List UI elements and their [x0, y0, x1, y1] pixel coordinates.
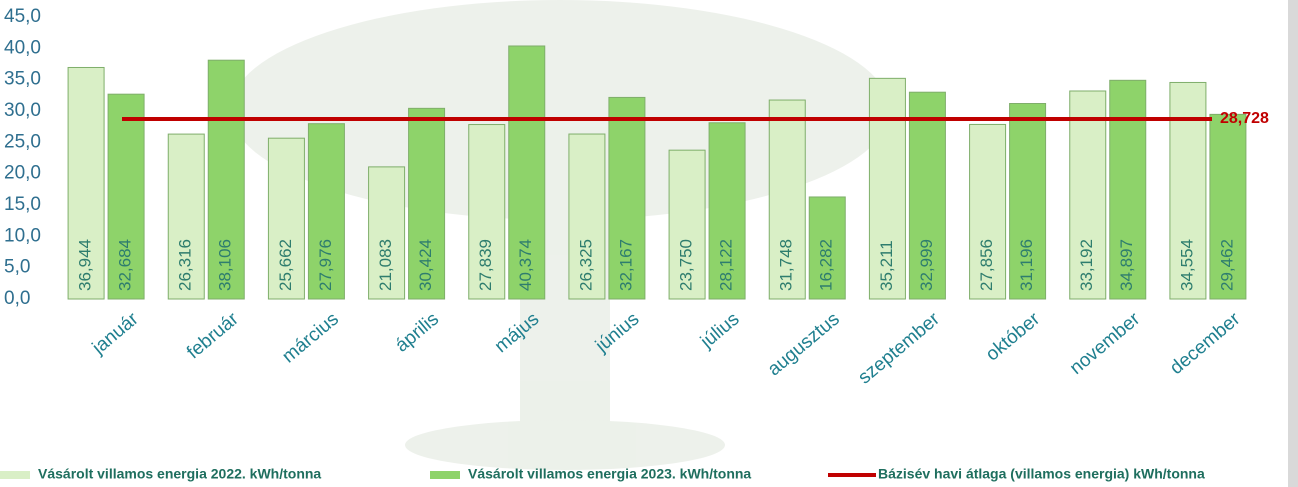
value-label: 28,728 [1220, 110, 1269, 127]
y-tick-label: 25,0 [4, 131, 41, 152]
legend-swatch [430, 471, 460, 479]
bar [668, 149, 706, 300]
value-label: 21,083 [376, 239, 395, 291]
y-tick-label: 30,0 [4, 100, 41, 121]
y-tick-label: 20,0 [4, 163, 41, 184]
value-label: 34,897 [1117, 239, 1136, 291]
bar [868, 77, 906, 300]
x-tick-label: március [278, 309, 342, 368]
x-tick-label: augusztus [764, 309, 844, 381]
x-tick-label: november [1066, 308, 1145, 379]
x-tick-label: október [982, 308, 1045, 365]
bar [207, 59, 245, 300]
value-label: 29,462 [1217, 239, 1236, 291]
y-tick-label: 5,0 [4, 257, 30, 278]
bar [307, 123, 345, 300]
x-tick-label: február [183, 308, 243, 363]
bar [969, 123, 1007, 300]
bar [1209, 113, 1247, 300]
value-label: 23,750 [677, 239, 696, 291]
value-label: 33,192 [1077, 239, 1096, 291]
bar [167, 133, 205, 300]
value-label: 16,282 [817, 239, 836, 291]
bar [67, 66, 105, 300]
value-label: 28,122 [717, 239, 736, 291]
value-label: 38,106 [216, 239, 235, 291]
bar [468, 124, 506, 300]
bar [808, 196, 846, 300]
value-label: 31,748 [777, 239, 796, 291]
bar [408, 107, 446, 300]
value-label: 36,944 [76, 239, 95, 291]
value-label: 31,196 [1017, 239, 1036, 291]
value-label: 25,662 [276, 239, 295, 291]
value-label: 27,976 [316, 239, 335, 291]
value-label: 26,325 [576, 239, 595, 291]
legend-label: Vásárolt villamos energia 2022. kWh/tonn… [38, 466, 321, 482]
bar [908, 91, 946, 300]
bar [768, 99, 806, 300]
value-label: 27,856 [977, 239, 996, 291]
x-tick-label: január [88, 308, 143, 359]
x-tick-label: április [392, 309, 444, 357]
legend-swatch [0, 471, 30, 479]
legend-label: Bázisév havi átlaga (villamos energia) k… [878, 466, 1205, 482]
bar [1109, 79, 1147, 300]
value-label: 32,684 [116, 239, 135, 291]
y-tick-label: 45,0 [4, 6, 41, 27]
right-edge [1288, 0, 1298, 487]
value-label: 34,554 [1177, 239, 1196, 291]
value-label: 26,316 [176, 239, 195, 291]
x-tick-label: december [1166, 308, 1245, 379]
value-label: 30,424 [416, 239, 435, 291]
y-tick-label: 40,0 [4, 37, 41, 58]
bar [608, 96, 646, 300]
bar [508, 45, 546, 300]
y-tick-label: 0,0 [4, 288, 30, 309]
legend-label: Vásárolt villamos energia 2023. kWh/tonn… [468, 466, 751, 482]
bar [708, 122, 746, 300]
bar [107, 93, 145, 300]
y-tick-label: 35,0 [4, 69, 41, 90]
value-label: 35,211 [877, 240, 896, 291]
bar [267, 137, 305, 300]
value-label: 32,167 [616, 239, 635, 291]
value-label: 27,839 [476, 239, 495, 291]
value-label: 32,999 [917, 239, 936, 291]
y-tick-label: 15,0 [4, 194, 41, 215]
x-tick-label: szeptember [854, 308, 944, 388]
bar [1009, 103, 1047, 300]
bar [1069, 90, 1107, 300]
y-tick-label: 10,0 [4, 225, 41, 246]
bar [568, 133, 606, 300]
bar [368, 166, 406, 300]
x-tick-label: július [696, 309, 743, 354]
value-label: 40,374 [516, 239, 535, 291]
